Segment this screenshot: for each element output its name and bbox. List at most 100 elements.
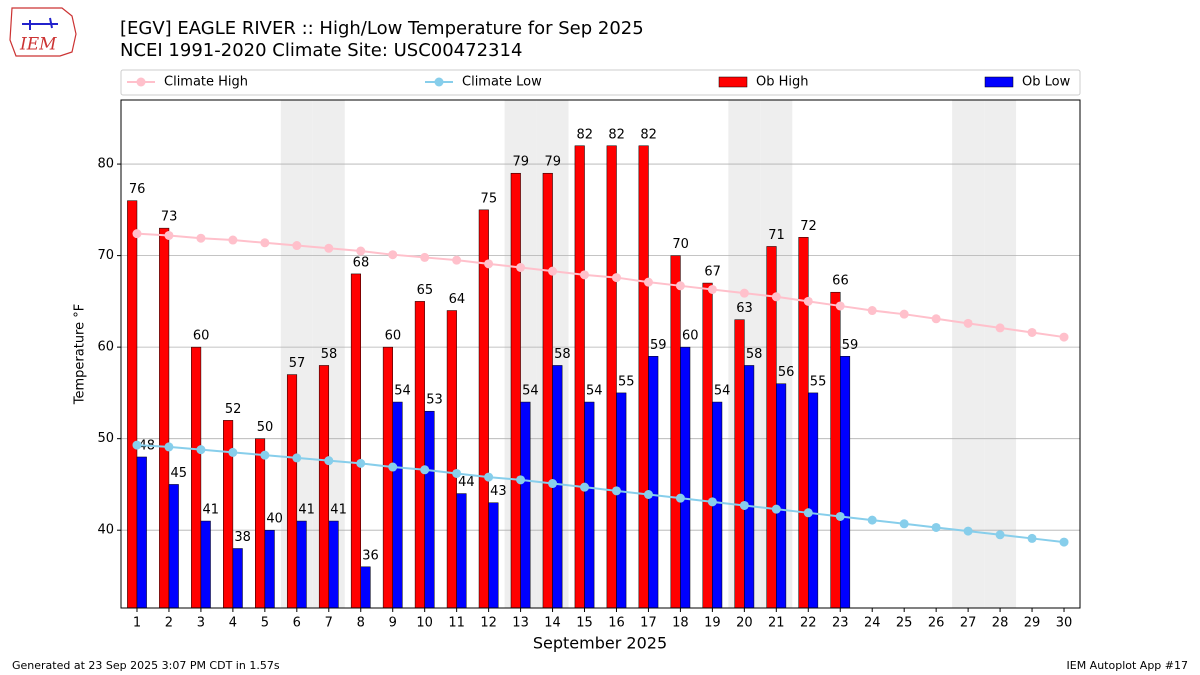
data-label: 79 <box>513 155 530 170</box>
legend-marker <box>434 77 444 87</box>
data-label: 52 <box>225 402 242 417</box>
marker <box>899 309 909 319</box>
bar <box>200 520 211 609</box>
bar <box>350 273 362 609</box>
legend-label: Ob High <box>756 75 809 90</box>
marker <box>292 241 302 251</box>
marker <box>420 252 430 262</box>
y-tick-label: 60 <box>97 340 114 355</box>
data-label: 54 <box>714 384 731 399</box>
data-label: 70 <box>672 237 689 252</box>
marker <box>1059 537 1069 547</box>
data-label: 45 <box>170 466 187 481</box>
data-label: 82 <box>640 127 657 142</box>
x-tick-label: 24 <box>864 616 881 631</box>
data-label: 65 <box>417 283 434 298</box>
x-tick-label: 2 <box>165 616 173 631</box>
bar <box>414 301 425 609</box>
data-label: 73 <box>161 210 178 225</box>
bar <box>478 209 489 609</box>
data-label: 79 <box>544 155 561 170</box>
data-label: 59 <box>842 338 859 353</box>
marker <box>228 447 238 457</box>
marker <box>995 530 1005 540</box>
marker <box>643 490 653 500</box>
marker <box>228 235 238 245</box>
marker <box>516 475 526 485</box>
marker <box>771 504 781 514</box>
data-label: 67 <box>704 265 721 280</box>
marker <box>675 493 685 503</box>
data-label: 71 <box>768 228 785 243</box>
bar <box>232 548 243 609</box>
data-label: 54 <box>394 384 411 399</box>
bar <box>776 383 787 609</box>
data-label: 75 <box>481 191 498 206</box>
bar <box>360 566 371 609</box>
x-tick-label: 14 <box>544 616 561 631</box>
x-tick-label: 8 <box>357 616 365 631</box>
marker <box>963 318 973 328</box>
legend-swatch <box>718 76 748 88</box>
bar <box>680 346 691 609</box>
bar <box>638 145 649 609</box>
marker <box>739 288 749 298</box>
bar <box>392 401 403 609</box>
marker <box>899 519 909 529</box>
marker <box>1059 332 1069 342</box>
x-axis-label: September 2025 <box>533 634 667 653</box>
marker <box>1027 327 1037 337</box>
data-label: 58 <box>746 347 763 362</box>
x-tick-label: 21 <box>768 616 785 631</box>
line <box>136 232 1065 339</box>
bar <box>382 346 393 609</box>
data-label: 56 <box>778 365 795 380</box>
marker <box>420 465 430 475</box>
data-label: 55 <box>810 374 827 389</box>
marker <box>931 314 941 324</box>
data-label: 41 <box>202 503 219 518</box>
data-label: 82 <box>608 127 625 142</box>
chart-title: [EGV] EAGLE RIVER :: High/Low Temperatur… <box>120 18 644 39</box>
bar <box>840 356 851 609</box>
marker <box>611 486 621 496</box>
marker <box>931 522 941 532</box>
marker <box>739 500 749 510</box>
marker <box>484 259 494 269</box>
weekend-shade <box>952 100 985 608</box>
marker <box>803 508 813 518</box>
marker <box>867 515 877 525</box>
data-label: 41 <box>298 503 315 518</box>
x-tick-label: 19 <box>704 616 721 631</box>
data-label: 53 <box>426 393 443 408</box>
data-label: 72 <box>800 219 817 234</box>
marker <box>1027 533 1037 543</box>
marker <box>835 301 845 311</box>
x-tick-label: 17 <box>640 616 657 631</box>
marker <box>452 468 462 478</box>
legend-swatch <box>984 76 1014 88</box>
marker <box>388 250 398 260</box>
marker <box>196 445 206 455</box>
bar <box>488 502 499 609</box>
logo-text: IEM <box>19 35 57 55</box>
marker <box>580 482 590 492</box>
data-label: 59 <box>650 338 667 353</box>
bar <box>328 520 339 609</box>
marker <box>963 526 973 536</box>
plot-frame <box>120 99 1081 609</box>
bar <box>702 282 713 609</box>
marker <box>260 450 270 460</box>
x-tick-label: 7 <box>325 616 333 631</box>
marker <box>771 292 781 302</box>
bar <box>744 365 755 609</box>
marker <box>580 270 590 280</box>
bar <box>191 346 202 609</box>
bar <box>616 392 627 609</box>
data-label: 60 <box>385 329 402 344</box>
marker <box>164 230 174 240</box>
data-label: 66 <box>832 274 849 289</box>
marker <box>132 229 142 239</box>
y-tick-label: 80 <box>97 157 114 172</box>
